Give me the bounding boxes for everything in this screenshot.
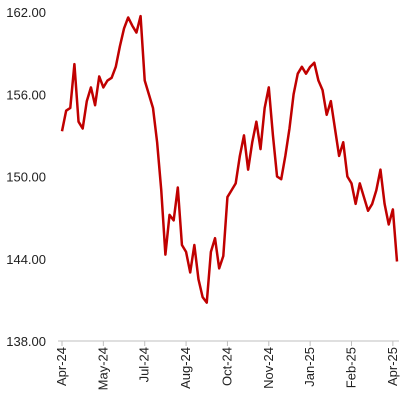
x-tick-label: May-24: [95, 347, 110, 390]
y-tick-label: 138.00: [6, 334, 46, 349]
y-tick-label: 162.00: [6, 5, 46, 20]
price-line: [60, 14, 399, 304]
x-tick-label: Nov-24: [261, 347, 276, 389]
y-tick-label: 150.00: [6, 170, 46, 185]
y-tick-label: 156.00: [6, 87, 46, 102]
x-tick-label: Apr-25: [385, 347, 400, 386]
x-tick-label: Apr-24: [54, 347, 69, 386]
x-tick-label: Jul-24: [137, 347, 152, 382]
x-tick-label: Feb-25: [344, 347, 359, 388]
y-tick-label: 144.00: [6, 252, 46, 267]
x-tick-label: Aug-24: [178, 347, 193, 389]
x-tick-label: Jan-25: [302, 347, 317, 387]
x-tick-label: Oct-24: [219, 347, 234, 386]
